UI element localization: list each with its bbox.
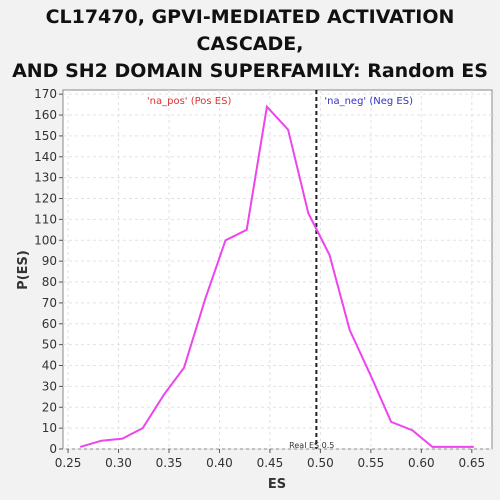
chart-title-line-1: CL17470, GPVI-MEDIATED ACTIVATION CASCAD… [45, 6, 455, 55]
series-line [79, 104, 474, 448]
neg-es-label: 'na_neg' (Neg ES) [324, 96, 413, 107]
y-tick-label: 50 [42, 338, 57, 352]
x-tick-label: 0.35 [156, 456, 183, 470]
plot-area [62, 89, 493, 450]
y-tick-label: 70 [42, 296, 57, 310]
x-tick-label: 0.40 [206, 456, 233, 470]
real-es-label: Real ES 0.5 [289, 441, 334, 450]
y-axis-label: P(ES) [16, 250, 31, 290]
x-tick-label: 0.30 [105, 456, 132, 470]
x-tick-label: 0.25 [55, 456, 82, 470]
x-tick-label: 0.50 [307, 456, 334, 470]
x-tick-label: 0.60 [408, 456, 435, 470]
y-tick-label: 40 [42, 359, 57, 373]
y-tick-label: 120 [34, 192, 57, 206]
x-tick-label: 0.55 [358, 456, 385, 470]
y-tick-label: 130 [34, 171, 57, 185]
y-tick-label: 60 [42, 317, 57, 331]
y-tick-label: 20 [42, 400, 57, 414]
y-tick-label: 110 [34, 212, 57, 226]
pos-es-label: 'na_pos' (Pos ES) [147, 96, 232, 107]
y-tick-label: 0 [49, 442, 57, 456]
y-tick-label: 10 [42, 421, 57, 435]
y-tick-label: 80 [42, 275, 57, 289]
y-tick-label: 140 [34, 150, 57, 164]
y-tick-label: 90 [42, 254, 57, 268]
x-axis-label: ES [268, 477, 286, 492]
x-tick-label: 0.65 [458, 456, 485, 470]
y-tick-label: 150 [34, 129, 57, 143]
x-tick-label: 0.45 [257, 456, 284, 470]
y-tick-label: 170 [34, 87, 57, 101]
x-axis-ticks: 0.25 0.30 0.35 0.40 0.45 0.50 0.55 0.60 0.65 [55, 449, 485, 470]
y-tick-label: 30 [42, 379, 57, 393]
chart-title-line-2: AND SH2 DOMAIN SUPERFAMILY: Random ES [12, 60, 488, 82]
y-tick-label: 100 [34, 233, 57, 247]
y-tick-label: 160 [34, 108, 57, 122]
y-axis-ticks: 0 10 20 30 40 50 60 70 80 90 100 110 120 130 140 150 160… [34, 87, 63, 456]
